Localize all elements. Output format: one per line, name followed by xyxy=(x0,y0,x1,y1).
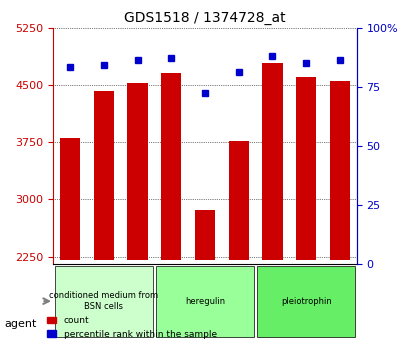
Bar xyxy=(94,91,114,260)
FancyBboxPatch shape xyxy=(256,266,354,337)
Title: GDS1518 / 1374728_at: GDS1518 / 1374728_at xyxy=(124,11,285,25)
Legend: count, percentile rank within the sample: count, percentile rank within the sample xyxy=(45,314,218,341)
Bar xyxy=(329,81,349,260)
FancyBboxPatch shape xyxy=(156,266,253,337)
Bar xyxy=(127,82,147,260)
Text: pleiotrophin: pleiotrophin xyxy=(280,297,331,306)
Bar xyxy=(194,210,215,260)
Bar xyxy=(60,138,80,260)
Text: agent: agent xyxy=(4,319,36,329)
FancyBboxPatch shape xyxy=(55,266,153,337)
Bar xyxy=(228,141,248,260)
Text: conditioned medium from
BSN cells: conditioned medium from BSN cells xyxy=(49,292,158,311)
Bar xyxy=(295,77,315,260)
Bar xyxy=(161,73,181,260)
Bar xyxy=(262,63,282,260)
Text: heregulin: heregulin xyxy=(184,297,225,306)
